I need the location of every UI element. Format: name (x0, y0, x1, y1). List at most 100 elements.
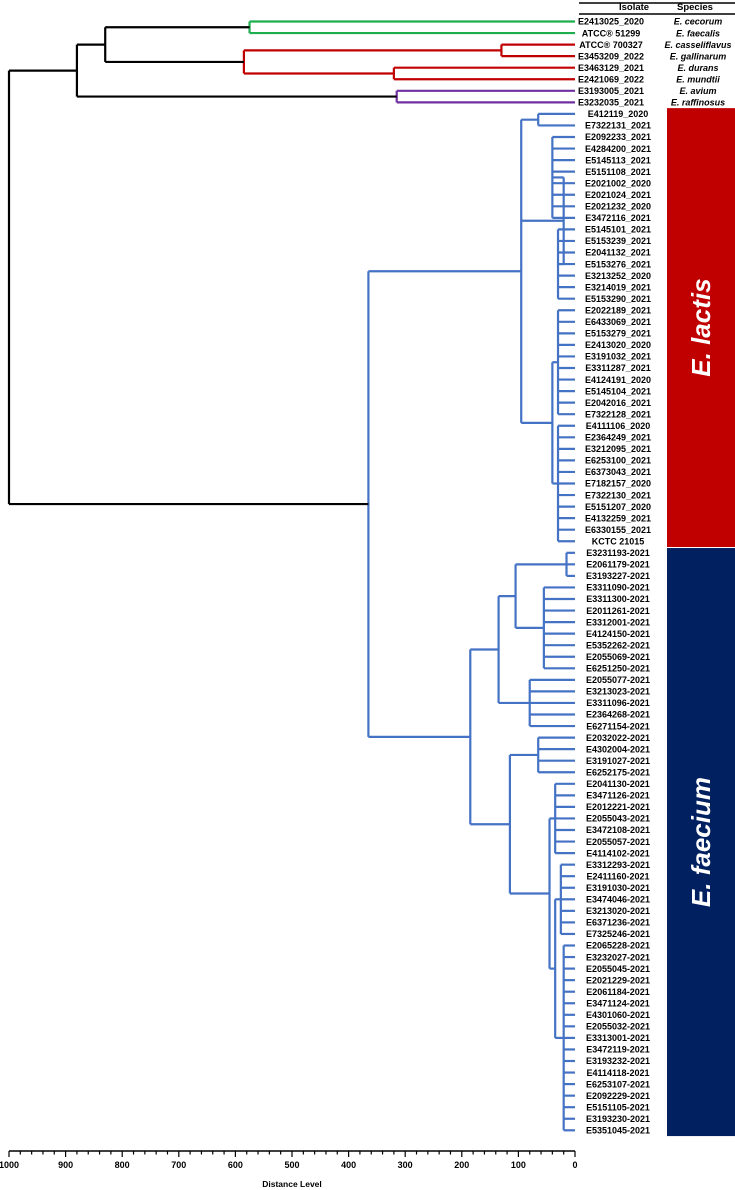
axis-tick-label: 300 (398, 1160, 413, 1170)
species-label: E. mundtii (676, 74, 720, 84)
leaf-label: E2061184-2021 (586, 987, 650, 997)
species-column-header: Species (677, 2, 713, 13)
leaf-label: E5151207_2020 (585, 502, 651, 512)
leaf-label: E6271154-2021 (586, 721, 650, 731)
species-group-label: E. lactis (686, 278, 716, 376)
leaf-label: E5153276_2021 (585, 259, 651, 269)
leaf-label: E2413020_2020 (585, 340, 651, 350)
leaf-label: E3191030-2021 (586, 883, 650, 893)
leaf-label: E2012221-2021 (586, 802, 650, 812)
leaf-label: E6253100_2021 (585, 456, 651, 466)
leaf-label: E3463129_2021 (578, 63, 644, 73)
isolate-column-header: Isolate (619, 2, 650, 13)
leaf-label: E3312001-2021 (586, 617, 650, 627)
leaf-label: E3472116_2021 (585, 213, 651, 223)
axis-tick-label: 400 (341, 1160, 356, 1170)
leaf-label: E2011261-2021 (586, 606, 650, 616)
leaf-label: E3214019_2021 (585, 282, 651, 292)
leaf-label: E3213020-2021 (586, 906, 650, 916)
leaf-label: E5153279_2021 (585, 329, 651, 339)
axis-tick-label: 600 (228, 1160, 243, 1170)
leaf-label: E3232035_2021 (578, 98, 644, 108)
leaf-label: E3311287_2021 (585, 363, 651, 373)
leaf-label: E2055043-2021 (586, 814, 650, 824)
leaf-label: E7322130_2021 (585, 490, 651, 500)
axis-tick-label: 1000 (0, 1160, 19, 1170)
leaf-label: E5352262-2021 (586, 640, 650, 650)
leaf-label: E3472119-2021 (586, 1045, 650, 1055)
leaf-label: E3471124-2021 (586, 998, 650, 1008)
leaf-label: E5351045-2021 (586, 1126, 650, 1136)
leaf-label: E2032022-2021 (586, 733, 650, 743)
leaf-label: E3191027-2021 (586, 756, 650, 766)
leaf-label: E7322128_2021 (585, 409, 651, 419)
leaf-label: E6371236-2021 (586, 918, 650, 928)
leaf-label: E5153239_2021 (585, 236, 651, 246)
leaf-label: E4114102-2021 (586, 848, 650, 858)
leaf-label: E2021232_2020 (585, 202, 651, 212)
leaf-label: E3213023-2021 (586, 687, 650, 697)
leaf-label: E3313001-2021 (586, 1033, 650, 1043)
leaf-label: E3311090-2021 (586, 583, 650, 593)
leaf-label: E2413025_2020 (578, 17, 644, 27)
leaf-label: E2022189_2021 (585, 305, 651, 315)
leaf-label: E3232027-2021 (586, 952, 650, 962)
leaf-label: E4114118-2021 (586, 1068, 649, 1078)
leaf-label: E6373043_2021 (585, 467, 651, 477)
leaf-label: E3212095_2021 (585, 444, 651, 454)
leaf-label: E3213252_2020 (585, 271, 651, 281)
leaf-label: E2021229-2021 (586, 975, 650, 985)
species-label: E. faecalis (676, 28, 720, 38)
leaf-label: E3453209_2022 (578, 51, 644, 61)
leaf-label: E3472108-2021 (586, 825, 650, 835)
leaf-label: E6251250-2021 (586, 664, 650, 674)
leaf-label: E5145113_2021 (585, 155, 651, 165)
leaf-label: E2041130-2021 (586, 779, 650, 789)
species-group-bar (667, 108, 735, 548)
leaf-label: E5151105-2021 (586, 1102, 650, 1112)
leaf-label: ATCC® 51299 (582, 28, 641, 38)
species-label: E. raffinosus (671, 98, 725, 108)
species-label: E. avium (679, 86, 716, 96)
leaf-label: E3193230-2021 (586, 1114, 650, 1124)
leaf-label: E7182157_2020 (585, 479, 651, 489)
leaf-label: E7322131_2021 (585, 121, 651, 131)
leaf-label: E4302004-2021 (586, 744, 650, 754)
leaf-label: E5145104_2021 (585, 386, 651, 396)
leaf-label: E2021002_2020 (585, 178, 651, 188)
leaf-label: E2041132_2021 (585, 248, 651, 258)
leaf-label: E4111106_2020 (586, 421, 651, 431)
leaf-label: E2021024_2021 (585, 190, 651, 200)
leaf-label: E3231193-2021 (586, 548, 650, 558)
leaf-label: E2421069_2022 (578, 74, 644, 84)
leaf-label: E6252175-2021 (586, 767, 650, 777)
leaf-label: E2055045-2021 (586, 964, 650, 974)
leaf-label: E3193232-2021 (586, 1056, 650, 1066)
species-group-bars: E. lactis E. faecium (667, 108, 735, 1137)
leaf-label: E4284200_2021 (585, 144, 651, 154)
leaf-label: E3193005_2021 (578, 86, 644, 96)
table-header-lines (579, 2, 735, 15)
leaf-label: E4124150-2021 (586, 629, 650, 639)
leaf-label: E4132259_2021 (585, 513, 651, 523)
leaf-label: E2364268-2021 (586, 710, 650, 720)
distance-axis: 1000 900 800 700 600 500 400 300 200 100 0Distance… (0, 1150, 578, 1189)
species-label: E. durans (677, 63, 718, 73)
leaf-label: E2065228-2021 (586, 941, 650, 951)
leaf-label: E2364249_2021 (585, 433, 651, 443)
leaf-label: E7325246-2021 (586, 929, 650, 939)
leaf-label: E3311096-2021 (586, 698, 650, 708)
axis-tick-label: 0 (572, 1160, 577, 1170)
leaf-label: E3311300-2021 (586, 594, 650, 604)
species-group-label: E. faecium (686, 777, 716, 907)
leaf-label: E2092229-2021 (586, 1091, 650, 1101)
dendrogram-branches (7, 20, 575, 1132)
leaf-label: E3471126-2021 (586, 791, 650, 801)
leaf-label: E4124191_2020 (585, 375, 651, 385)
leaf-label: E2061179-2021 (586, 560, 650, 570)
leaf-label: E412119_2020 (588, 109, 649, 119)
leaf-label: E6433069_2021 (585, 317, 651, 327)
axis-tick-label: 700 (171, 1160, 186, 1170)
